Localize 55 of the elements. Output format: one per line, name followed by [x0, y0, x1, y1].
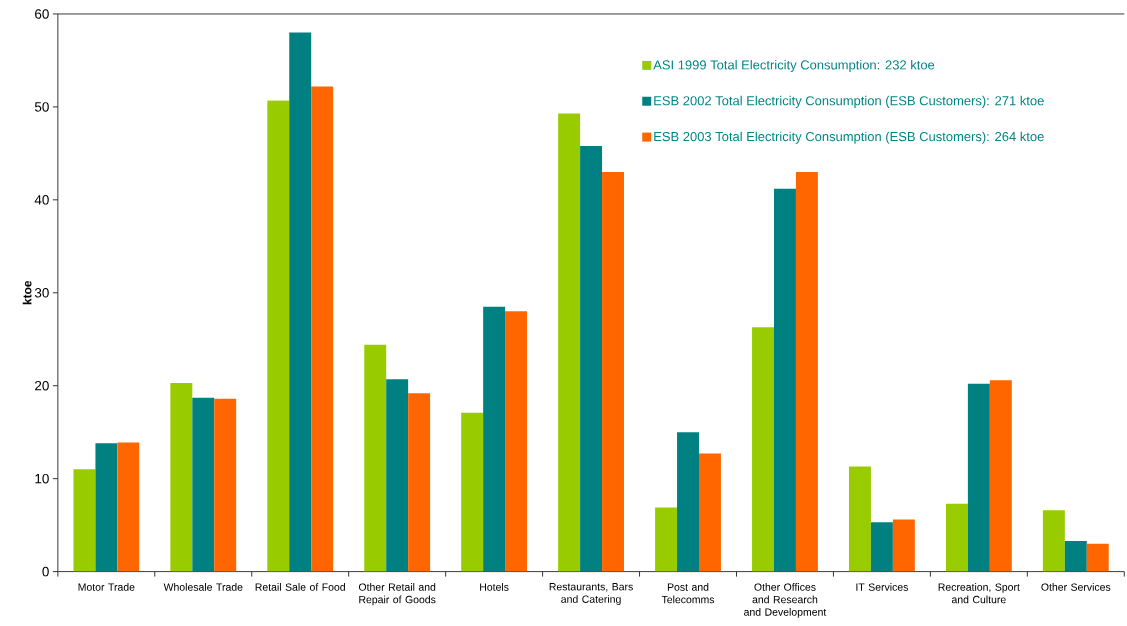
x-tick-label: Other Offices and Research and Development [744, 582, 827, 618]
bar [558, 113, 581, 572]
x-tick-label: Other Services [1041, 582, 1111, 591]
bar [773, 188, 796, 572]
bar [677, 431, 699, 572]
bar [95, 443, 118, 572]
bar [892, 519, 915, 572]
x-tick-label: Motor Trade [78, 582, 135, 591]
x-tick-label: Retail Sale of Food [255, 582, 345, 591]
bar [870, 522, 893, 572]
x-tick-label: Recreation, Sport and Culture [938, 582, 1020, 604]
legend-label: ESB 2003 Total Electricity Consumption (ESB Customers): 264 ktoe [654, 131, 1044, 144]
bar [364, 344, 387, 572]
x-tick-label: Restaurants, Bars and Catering [549, 582, 633, 605]
bar [461, 412, 484, 572]
x-tick-label: Hotels [480, 582, 509, 591]
y-tick-label: 0 [42, 566, 49, 577]
bar [192, 397, 215, 572]
y-tick-label: 30 [34, 287, 49, 298]
bar [117, 442, 140, 572]
x-tick-label: IT Services [856, 582, 908, 591]
bar [848, 466, 871, 572]
bar [311, 86, 334, 572]
y-tick-label: 50 [34, 101, 49, 112]
bar [170, 382, 193, 572]
bar [580, 145, 603, 572]
bar [945, 503, 968, 572]
bar [386, 378, 409, 572]
y-tick-label: 20 [35, 380, 49, 391]
x-tick-label: Post and Telecomms [661, 582, 715, 604]
bar [483, 306, 506, 572]
bar [602, 171, 624, 572]
bar [505, 311, 528, 572]
bar [408, 392, 431, 572]
legend-label: ESB 2002 Total Electricity Consumption (ESB Customers): 271 ktoe [654, 95, 1044, 108]
y-tick-label: 60 [35, 8, 49, 19]
bar [1042, 510, 1065, 572]
bar [214, 398, 237, 572]
bar [795, 171, 818, 572]
legend-label: ASI 1999 Total Electricity Consumption: 232 ktoe [653, 59, 935, 72]
bar [1064, 540, 1087, 572]
bar [989, 379, 1012, 572]
bar [698, 453, 721, 572]
y-axis-title: ktoe [22, 280, 32, 305]
bar [73, 469, 96, 572]
bar [655, 507, 678, 572]
y-tick-label: 40 [34, 194, 49, 205]
bar [1086, 543, 1109, 572]
y-tick-label: 10 [35, 473, 49, 484]
x-tick-label: Wholesale Trade [163, 582, 243, 591]
bar [289, 32, 312, 572]
bar [267, 100, 290, 572]
bar [752, 326, 774, 572]
bar [967, 383, 990, 572]
x-tick-label: Other Retail and Repair of Goods [358, 582, 436, 606]
